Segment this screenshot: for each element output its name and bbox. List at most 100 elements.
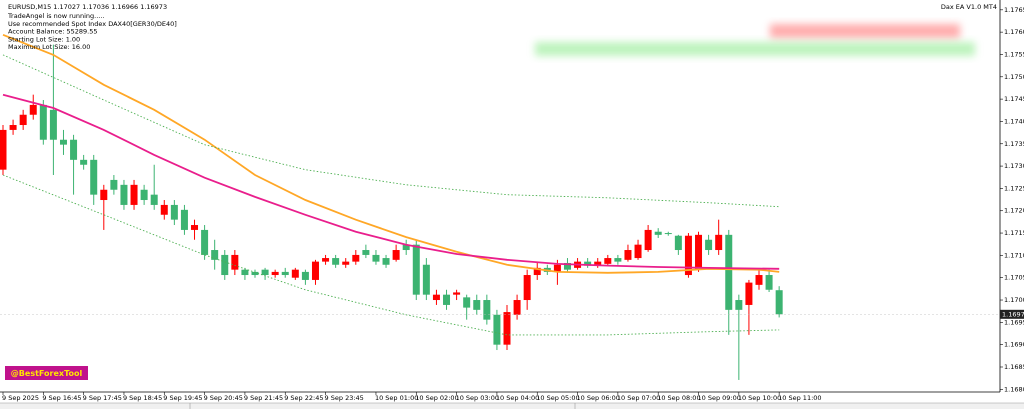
y-tick-label: 1.16855 [1004, 363, 1024, 371]
candle-body [553, 264, 561, 272]
x-tick-label: 9 Sep 23:45 [325, 394, 364, 402]
candle-body [715, 234, 723, 251]
candle-body [463, 297, 471, 308]
y-tick-label: 1.17505 [1004, 73, 1024, 81]
x-tick-label: 10 Sep 06:00 [577, 394, 620, 402]
candle-body [49, 109, 57, 140]
x-tick-label: 10 Sep 11:00 [778, 394, 821, 402]
candle-body [80, 159, 88, 165]
x-tick-label: 10 Sep 05:00 [536, 394, 579, 402]
candle-body [483, 300, 491, 320]
info-line: TradeAngel is now running..... [7, 12, 105, 20]
y-tick-label: 1.17455 [1004, 95, 1024, 103]
candle-body [695, 234, 703, 270]
blurred-banner [535, 42, 975, 56]
x-tick-label: 10 Sep 08:00 [657, 394, 700, 402]
candle-body [140, 189, 148, 201]
candle-body [594, 261, 602, 266]
candle-body [674, 235, 682, 251]
candle-body [160, 204, 168, 215]
indicator-line [2, 33, 780, 274]
candle-body [745, 282, 753, 305]
candle-body [664, 233, 672, 235]
candle-body [735, 300, 743, 310]
candle-body [191, 225, 199, 230]
candle-body [29, 104, 37, 115]
info-panel: TradeAngel is now running.....Use recomm… [7, 12, 177, 51]
candle-body [533, 267, 541, 276]
info-line: Maximum Lot Size: 16.00 [8, 43, 90, 51]
candle-body [725, 234, 733, 310]
y-tick-label: 1.17055 [1004, 274, 1024, 282]
x-tick-label: 9 Sep 21:45 [244, 394, 283, 402]
candle-body [211, 250, 219, 260]
candle-body [765, 275, 773, 290]
candle-body [513, 300, 521, 315]
candle-body [322, 258, 330, 262]
candle-body [291, 269, 299, 278]
y-tick-label: 1.17205 [1004, 207, 1024, 215]
info-line: Use recommended Spot Index DAX40[GER30/D… [8, 20, 177, 28]
candle-body [241, 269, 249, 276]
x-tick-label: 9 Sep 20:45 [204, 394, 243, 402]
y-tick-label: 1.17105 [1004, 251, 1024, 259]
candle-body [90, 159, 98, 195]
y-tick-label: 1.17255 [1004, 184, 1024, 192]
price-label: 1.16973 [1002, 310, 1024, 318]
candle-body [39, 104, 47, 140]
candle-body [332, 258, 340, 265]
candle-body [271, 271, 279, 276]
candle-body [372, 254, 380, 262]
x-tick-label: 10 Sep 01:00 [375, 394, 418, 402]
candle-body [150, 194, 158, 205]
x-tick-label: 10 Sep 03:00 [456, 394, 499, 402]
x-tick-label: 9 Sep 17:45 [83, 394, 122, 402]
candle-body [422, 264, 430, 295]
x-tick-label: 9 Sep 16:45 [42, 394, 81, 402]
candle-body [9, 125, 17, 130]
candle-body [130, 184, 138, 205]
candle-body [614, 258, 622, 262]
info-line: Starting Lot Size: 1.00 [8, 35, 80, 43]
candle-body [392, 250, 400, 260]
candle-body [644, 229, 652, 251]
candle-body [412, 244, 420, 295]
candle-body [19, 114, 27, 126]
plot-area [0, 33, 783, 380]
badge-text: @BestForexTool [11, 369, 83, 378]
tab-strip [0, 403, 1024, 409]
x-tick-label: 9 Sep 19:45 [163, 394, 202, 402]
x-tick-label: 10 Sep 07:00 [617, 394, 660, 402]
candle-body [493, 314, 501, 345]
candle-body [311, 261, 319, 280]
candle-body [231, 254, 239, 270]
candle-body [523, 275, 531, 301]
indicator-line [2, 174, 780, 336]
candle-body [654, 231, 662, 235]
candle-body [221, 254, 229, 276]
candle-body [624, 250, 632, 260]
x-tick-label: 9 Sep 2025 [2, 394, 39, 402]
candle-body [70, 139, 78, 160]
x-tick-label: 9 Sep 22:45 [284, 394, 323, 402]
candle-body [402, 244, 410, 251]
candle-body [362, 250, 370, 255]
candle-body [201, 229, 209, 255]
price-box [1000, 309, 1024, 319]
y-tick-label: 1.17605 [1004, 28, 1024, 36]
candle-body [180, 209, 188, 230]
candle-body [301, 271, 309, 280]
candle-body [473, 300, 481, 310]
y-tick-label: 1.17355 [1004, 140, 1024, 148]
candle-body [342, 261, 350, 265]
x-tick-label: 10 Sep 04:00 [496, 394, 539, 402]
blurred-banner [770, 24, 960, 38]
y-tick-label: 1.16905 [1004, 341, 1024, 349]
indicator-line [2, 54, 780, 208]
y-tick-label: 1.17155 [1004, 229, 1024, 237]
candle-body [432, 294, 440, 301]
candle-body [352, 254, 360, 262]
candle-body [120, 184, 128, 205]
